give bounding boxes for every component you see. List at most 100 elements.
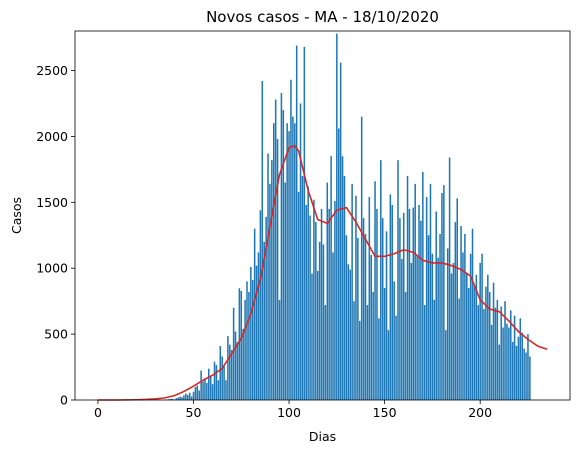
bar <box>425 197 428 400</box>
bar <box>519 318 522 400</box>
bar <box>303 46 306 401</box>
bar <box>439 233 441 400</box>
bar <box>341 156 344 400</box>
bar <box>190 396 193 400</box>
bars-series <box>162 33 531 401</box>
bar <box>181 397 183 400</box>
bar <box>357 237 359 400</box>
bar <box>378 318 380 400</box>
x-axis: 0 50 100 150 200 <box>94 400 492 420</box>
bar <box>374 181 376 400</box>
bar <box>188 392 191 400</box>
bar <box>406 175 409 400</box>
bar <box>246 281 248 400</box>
chart-title: Novos casos - MA - 18/10/2020 <box>206 8 439 26</box>
bar <box>402 212 405 400</box>
bar <box>187 394 189 400</box>
bar <box>196 385 199 400</box>
bar <box>452 262 455 400</box>
bar <box>475 274 478 400</box>
x-tick-label: 150 <box>373 405 397 420</box>
bar <box>324 305 327 400</box>
bar <box>307 186 309 400</box>
bar <box>423 305 426 400</box>
bar <box>525 352 527 400</box>
bar <box>309 215 311 400</box>
bar <box>332 252 334 400</box>
bar <box>494 307 497 400</box>
x-axis-label: Dias <box>309 429 336 444</box>
bar <box>232 307 235 400</box>
bar <box>359 320 361 400</box>
bar <box>479 262 481 400</box>
bar <box>488 291 491 400</box>
bar <box>198 390 200 400</box>
bar <box>234 331 237 400</box>
bar <box>462 252 464 400</box>
bar <box>297 191 300 400</box>
bar <box>383 287 386 400</box>
bar <box>500 306 502 400</box>
y-tick-label: 2500 <box>36 63 68 78</box>
bar <box>481 253 483 400</box>
bar <box>274 99 277 400</box>
bar <box>385 231 388 400</box>
bar <box>278 299 281 400</box>
bar <box>473 286 476 400</box>
bar <box>466 273 468 400</box>
bar <box>294 123 296 400</box>
bar <box>179 396 181 400</box>
bar <box>208 368 210 400</box>
bar <box>506 323 508 400</box>
bar <box>185 393 187 400</box>
bar <box>284 182 286 400</box>
bar <box>177 397 179 400</box>
bar <box>404 291 407 400</box>
bar <box>410 262 413 400</box>
x-tick-label: 50 <box>186 405 202 420</box>
y-axis: 0 500 1000 1500 2000 2500 <box>36 63 75 408</box>
bar <box>261 81 264 400</box>
bar <box>286 123 288 400</box>
bar <box>362 218 365 400</box>
trend-series <box>97 144 548 401</box>
bar <box>328 208 330 400</box>
bar <box>446 248 449 400</box>
bar <box>458 298 460 400</box>
bar <box>204 378 206 400</box>
bar <box>267 153 269 400</box>
bar <box>523 348 525 400</box>
bar <box>353 301 355 400</box>
bar <box>441 193 443 400</box>
bar <box>265 216 267 400</box>
bar <box>288 131 290 400</box>
bar <box>448 157 451 400</box>
bar <box>418 204 420 400</box>
bar <box>416 256 418 400</box>
bar <box>391 204 394 400</box>
bar <box>175 398 178 400</box>
bar <box>397 160 399 400</box>
bar <box>202 381 204 400</box>
bar <box>414 183 416 400</box>
bar <box>515 345 518 400</box>
bar <box>269 183 271 400</box>
y-tick-label: 2000 <box>36 129 68 144</box>
bar <box>483 309 485 400</box>
bar <box>295 45 298 400</box>
bar <box>330 156 332 400</box>
bar <box>437 257 439 400</box>
bar <box>387 330 390 400</box>
bar <box>360 116 363 400</box>
y-axis-label: Casos <box>9 197 24 234</box>
bar <box>521 332 523 400</box>
bar <box>504 301 506 400</box>
bar <box>420 220 422 400</box>
bar <box>320 208 323 400</box>
bar <box>251 280 254 400</box>
bar <box>380 160 382 400</box>
bar <box>206 382 208 400</box>
bar <box>485 286 487 400</box>
bar <box>469 253 472 400</box>
